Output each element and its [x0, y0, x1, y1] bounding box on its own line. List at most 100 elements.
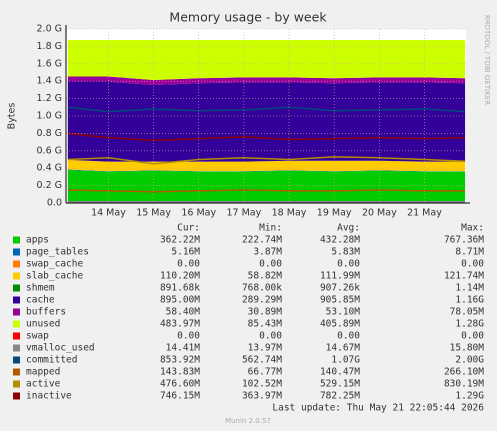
legend-label: cache: [26, 295, 55, 306]
legend-label: swap_cache: [26, 259, 83, 270]
legend-stat: 58.40M: [166, 307, 201, 318]
legend-stat: 30.89M: [248, 307, 283, 318]
legend-stat: 3.87M: [253, 247, 282, 258]
legend-swatch: [13, 332, 20, 340]
x-tick-label: 21 May: [407, 208, 442, 219]
legend-stat: 0.00: [461, 331, 484, 342]
legend-stat: 14.67M: [326, 343, 361, 354]
legend-stat: 8.71M: [455, 247, 484, 258]
legend-stat: 1.29G: [455, 391, 484, 402]
legend-header: Min:: [259, 223, 282, 234]
legend-label: buffers: [26, 307, 66, 318]
legend-swatch: [13, 248, 20, 256]
legend-stat: 140.47M: [320, 367, 360, 378]
legend-stat: 78.05M: [450, 307, 485, 318]
legend-swatch: [13, 344, 20, 352]
legend-swatch: [13, 368, 20, 376]
side-text: RRDTOOL / TOBI OETIKER: [483, 15, 491, 105]
legend-swatch: [13, 320, 20, 328]
legend-label: committed: [26, 355, 77, 366]
y-tick-label: 0.2 G: [37, 180, 63, 191]
y-tick-label: 0.8 G: [37, 128, 63, 139]
legend-stat: 5.83M: [331, 247, 360, 258]
legend-swatch: [13, 260, 20, 268]
x-tick-label: 15 May: [136, 208, 171, 219]
legend-stat: 1.07G: [331, 355, 360, 366]
x-tick-label: 20 May: [362, 208, 397, 219]
legend-stat: 1.16G: [455, 295, 484, 306]
legend-label: slab_cache: [26, 271, 83, 282]
y-tick-label: 0.4 G: [37, 163, 63, 174]
x-tick-label: 19 May: [317, 208, 352, 219]
y-tick-label: 2.0 G: [37, 24, 63, 35]
legend-stat: 476.60M: [160, 379, 200, 390]
legend-stat: 0.00: [259, 259, 282, 270]
legend-stat: 1.14M: [455, 283, 484, 294]
legend-stat: 767.36M: [444, 235, 484, 246]
y-tick-label: 1.2 G: [37, 93, 63, 104]
legend-stat: 0.00: [177, 331, 200, 342]
legend-stat: 0.00: [177, 259, 200, 270]
version: Munin 2.0.57: [225, 417, 271, 425]
legend-stat: 362.22M: [160, 235, 200, 246]
chart-title: Memory usage - by week: [169, 10, 327, 25]
x-tick-label: 16 May: [181, 208, 216, 219]
legend-stat: 110.20M: [160, 271, 200, 282]
legend-stat: 1.28G: [455, 319, 484, 330]
line: [67, 156, 466, 165]
y-axis-label: Bytes: [7, 103, 18, 130]
legend-stat: 853.92M: [160, 355, 200, 366]
legend-stat: 85.43M: [248, 319, 283, 330]
y-tick-label: 1.0 G: [37, 111, 63, 122]
line: [67, 106, 466, 113]
legend-swatch: [13, 296, 20, 304]
legend-label: vmalloc_used: [26, 343, 95, 354]
legend-stat: 0.00: [337, 259, 360, 270]
legend-swatch: [13, 392, 20, 400]
y-tick-label: 0.0: [47, 198, 62, 209]
legend-stat: 5.16M: [171, 247, 200, 258]
legend-swatch: [13, 308, 20, 316]
legend-label: mapped: [26, 367, 60, 378]
line: [67, 132, 466, 142]
area: [67, 169, 466, 172]
legend-stat: 66.77M: [248, 367, 283, 378]
legend-stat: 289.29M: [242, 295, 282, 306]
legend-label: unused: [26, 319, 60, 330]
legend-stat: 15.80M: [450, 343, 485, 354]
y-tick-label: 1.6 G: [37, 58, 63, 69]
legend-header: Cur:: [177, 223, 200, 234]
legend-swatch: [13, 236, 20, 244]
area: [67, 81, 466, 162]
x-tick-label: 18 May: [272, 208, 307, 219]
legend-stat: 891.68k: [160, 283, 200, 294]
legend-label: page_tables: [26, 247, 89, 258]
legend-stat: 14.41M: [166, 343, 201, 354]
legend-label: swap: [26, 331, 49, 342]
legend-stat: 830.19M: [444, 379, 484, 390]
legend-header: Avg:: [337, 223, 360, 234]
line: [67, 189, 466, 193]
legend-header: Max:: [461, 223, 484, 234]
footer: Last update: Thu May 21 22:05:44 2026: [272, 403, 484, 414]
y-tick-label: 0.6 G: [37, 145, 63, 156]
legend-stat: 768.00k: [242, 283, 282, 294]
legend-stat: 143.83M: [160, 367, 200, 378]
legend-stat: 0.00: [259, 331, 282, 342]
y-tick-label: 1.8 G: [37, 41, 63, 52]
legend-stat: 529.15M: [320, 379, 360, 390]
x-tick-label: 14 May: [91, 208, 126, 219]
legend-stat: 907.26k: [320, 283, 360, 294]
legend-stat: 102.52M: [242, 379, 282, 390]
legend-swatch: [13, 284, 20, 292]
legend-stat: 782.25M: [320, 391, 360, 402]
legend-swatch: [13, 380, 20, 388]
legend-stat: 746.15M: [160, 391, 200, 402]
legend-swatch: [13, 272, 20, 280]
legend-label: apps: [26, 235, 49, 246]
legend-stat: 0.00: [337, 331, 360, 342]
legend-label: active: [26, 379, 61, 390]
legend-stat: 53.10M: [326, 307, 361, 318]
legend-stat: 895.00M: [160, 295, 200, 306]
legend-stat: 905.85M: [320, 295, 360, 306]
